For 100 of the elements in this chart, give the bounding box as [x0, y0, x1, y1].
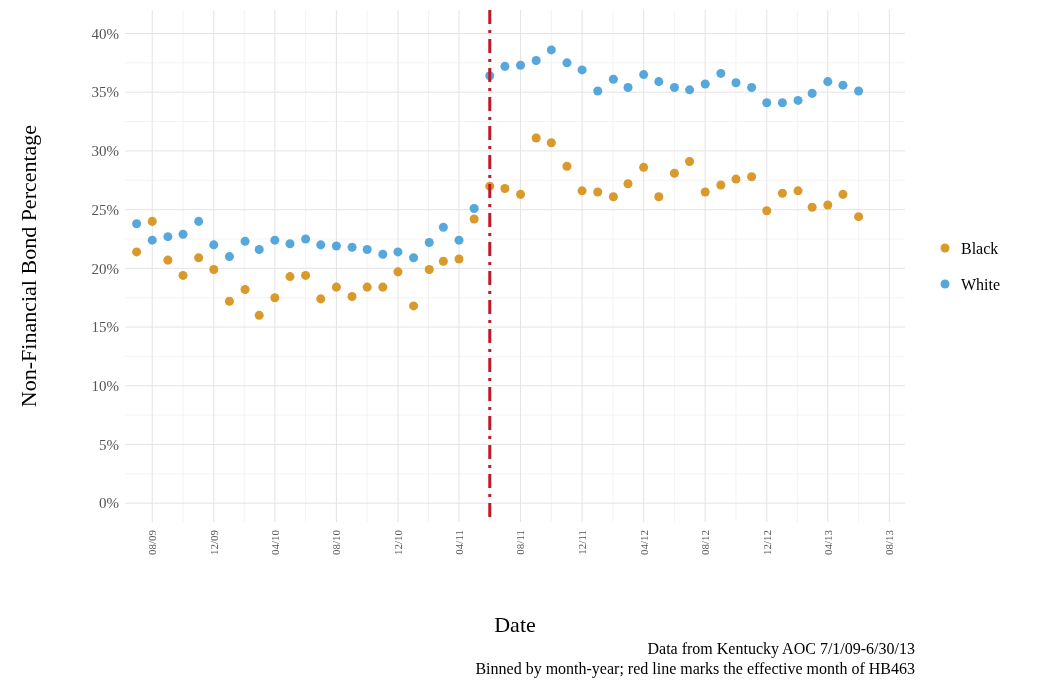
- point: [194, 216, 204, 226]
- point: [393, 247, 403, 257]
- point: [378, 249, 388, 259]
- text: Binned by month-year; red line marks the effective month of HB463: [475, 660, 915, 678]
- point: [147, 216, 157, 226]
- y-axis-title: Non-Financial Bond Percentage: [16, 124, 41, 408]
- point: [409, 301, 419, 311]
- point: [209, 265, 219, 275]
- point: [424, 238, 434, 248]
- x-tick-label: 12/11: [575, 530, 588, 555]
- point: [838, 80, 848, 90]
- point: [194, 253, 204, 263]
- point: [793, 95, 803, 105]
- point: [716, 68, 726, 78]
- y-tick-label: 40%: [91, 25, 119, 42]
- x-tick-label: 08/11: [514, 530, 527, 555]
- point: [577, 65, 587, 75]
- point: [163, 232, 173, 242]
- point: [669, 83, 679, 93]
- point: [285, 272, 295, 282]
- point: [685, 156, 695, 166]
- y-tick-label: 25%: [91, 201, 119, 218]
- x-tick-label: 08/09: [146, 529, 159, 556]
- point: [669, 168, 679, 178]
- point: [777, 188, 787, 198]
- point: [240, 284, 250, 294]
- y-tick-label: 30%: [91, 143, 119, 160]
- point: [854, 212, 864, 222]
- point: [438, 256, 448, 266]
- point: [393, 267, 403, 277]
- legend-label: Black: [961, 239, 999, 257]
- point: [254, 245, 264, 255]
- point: [147, 235, 157, 245]
- x-axis-title: Date: [494, 612, 536, 637]
- point: [623, 83, 633, 93]
- point: [285, 239, 295, 249]
- point: [424, 265, 434, 275]
- point: [608, 192, 618, 202]
- point: [823, 77, 833, 87]
- point: [700, 79, 710, 89]
- y-tick-label: 35%: [91, 84, 119, 101]
- point: [716, 180, 726, 190]
- point: [562, 58, 572, 68]
- text: Data from Kentucky AOC 7/1/09-6/30/13: [647, 640, 915, 658]
- point: [301, 234, 311, 244]
- point: [178, 229, 188, 239]
- point: [516, 60, 526, 70]
- x-tick-label: 04/12: [637, 530, 650, 556]
- point: [132, 247, 142, 257]
- point: [301, 270, 311, 280]
- point: [823, 200, 833, 210]
- point: [654, 192, 664, 202]
- point: [639, 162, 649, 172]
- point: [316, 240, 326, 250]
- point: [254, 310, 264, 320]
- point: [577, 186, 587, 196]
- point: [331, 282, 341, 292]
- point: [224, 296, 234, 306]
- point: [608, 74, 618, 84]
- point: [178, 270, 188, 280]
- point: [454, 235, 464, 245]
- point: [362, 245, 372, 255]
- point: [224, 252, 234, 262]
- point: [409, 253, 419, 263]
- point: [454, 254, 464, 264]
- point: [747, 83, 757, 93]
- point: [838, 189, 848, 199]
- point: [593, 86, 603, 96]
- point: [747, 172, 757, 182]
- point: [270, 293, 280, 303]
- point: [762, 206, 772, 216]
- point: [793, 186, 803, 196]
- point: [378, 282, 388, 292]
- y-tick-label: 20%: [91, 260, 119, 277]
- point: [546, 45, 556, 55]
- point: [593, 187, 603, 197]
- point: [132, 219, 142, 229]
- y-tick-label: 0%: [99, 495, 119, 512]
- point: [807, 88, 817, 98]
- x-tick-label: 04/11: [452, 530, 465, 555]
- x-tick-label: 12/09: [207, 529, 220, 556]
- x-tick-label: 12/12: [760, 530, 773, 556]
- point: [331, 241, 341, 251]
- point: [500, 61, 510, 71]
- point: [731, 174, 741, 184]
- point: [700, 187, 710, 197]
- point: [546, 138, 556, 148]
- x-tick-label: 08/12: [699, 530, 712, 556]
- y-tick-label: 10%: [91, 378, 119, 395]
- point: [163, 255, 173, 265]
- point: [531, 133, 541, 143]
- y-tick-label: 15%: [91, 319, 119, 336]
- point: [762, 98, 772, 108]
- point: [685, 85, 695, 95]
- point: [270, 235, 280, 245]
- legend-label: White: [961, 275, 1001, 293]
- point: [854, 86, 864, 96]
- point: [654, 77, 664, 87]
- point: [639, 70, 649, 80]
- point: [500, 183, 510, 193]
